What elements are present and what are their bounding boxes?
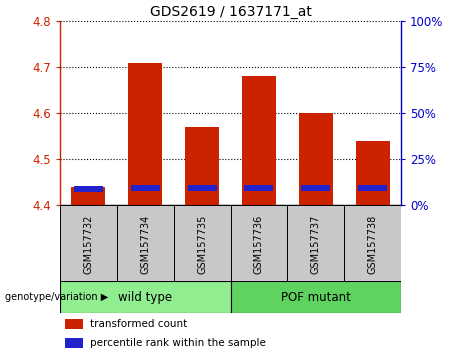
- Text: genotype/variation ▶: genotype/variation ▶: [5, 292, 108, 302]
- Bar: [287, 205, 344, 283]
- Bar: [71, 187, 106, 205]
- Text: GSM157735: GSM157735: [197, 215, 207, 274]
- Bar: [188, 185, 217, 190]
- Text: transformed count: transformed count: [90, 319, 187, 329]
- Bar: [131, 185, 160, 190]
- Bar: [230, 205, 287, 283]
- Text: wild type: wild type: [118, 291, 172, 304]
- Text: GSM157732: GSM157732: [83, 215, 94, 274]
- Bar: [185, 127, 219, 205]
- Bar: [230, 281, 401, 313]
- Bar: [299, 113, 333, 205]
- Bar: [344, 205, 401, 283]
- Bar: [60, 205, 117, 283]
- Bar: [355, 141, 390, 205]
- Bar: [242, 76, 276, 205]
- Bar: [358, 185, 387, 190]
- Bar: [244, 185, 273, 190]
- Text: GSM157738: GSM157738: [367, 215, 378, 274]
- Bar: [65, 319, 83, 329]
- Bar: [301, 185, 330, 190]
- Title: GDS2619 / 1637171_at: GDS2619 / 1637171_at: [149, 5, 312, 19]
- Bar: [174, 205, 230, 283]
- Text: GSM157736: GSM157736: [254, 215, 264, 274]
- Bar: [60, 281, 230, 313]
- Text: GSM157734: GSM157734: [140, 215, 150, 274]
- Bar: [65, 338, 83, 348]
- Bar: [128, 63, 162, 205]
- Bar: [74, 186, 103, 192]
- Bar: [117, 205, 174, 283]
- Text: GSM157737: GSM157737: [311, 215, 321, 274]
- Text: POF mutant: POF mutant: [281, 291, 351, 304]
- Text: percentile rank within the sample: percentile rank within the sample: [90, 338, 266, 348]
